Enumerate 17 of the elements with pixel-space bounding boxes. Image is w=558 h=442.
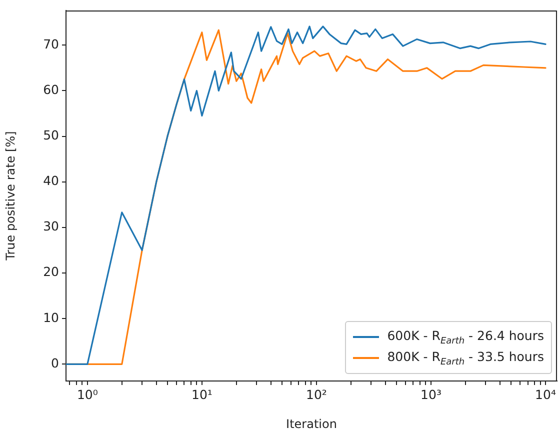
y-tick-label: 40	[43, 173, 60, 188]
x-tick-label: 10⁰	[76, 386, 98, 402]
x-tick-label: 10¹	[191, 386, 212, 402]
x-tick-label: 10³	[420, 386, 442, 402]
legend-label: 800K - R$_{Earth}$ - 33.5 hours	[387, 348, 544, 367]
x-tick-label: 10⁴	[535, 386, 556, 402]
y-tick-label: 20	[43, 264, 60, 280]
x-tick-label: 10²	[306, 386, 327, 402]
x-axis-title: Iteration	[286, 416, 337, 431]
y-tick-label: 30	[43, 218, 60, 234]
legend-label: 600K - R$_{Earth}$ - 26.4 hours	[387, 328, 544, 346]
y-tick-label: 10	[43, 310, 60, 325]
y-tick-label: 50	[43, 128, 60, 143]
y-tick-label: 0	[51, 355, 60, 370]
y-tick-label: 70	[43, 36, 60, 52]
y-tick-label: 60	[43, 82, 60, 97]
y-axis-title: True positive rate [%]	[3, 131, 18, 262]
